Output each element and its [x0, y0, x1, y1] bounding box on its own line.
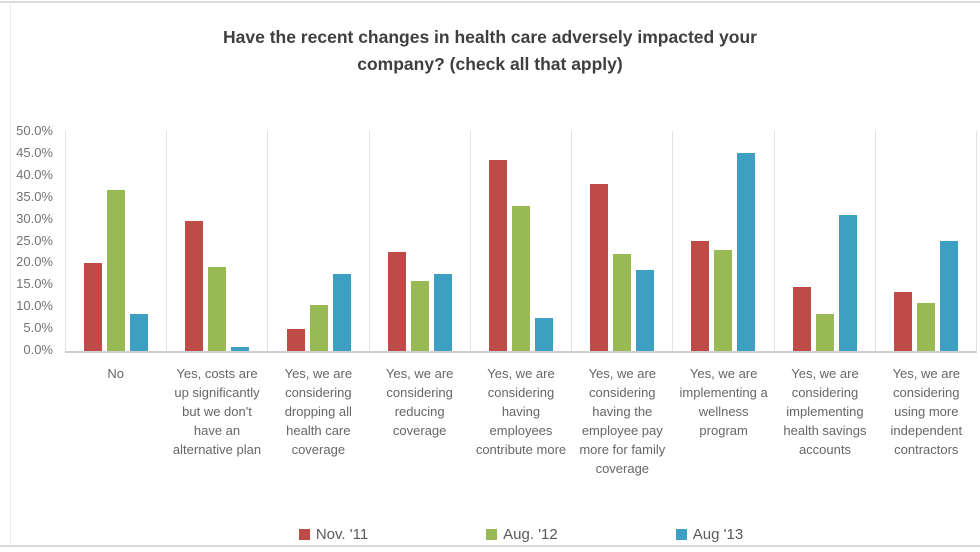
bar-aug-13	[737, 153, 756, 351]
chart-title: Have the recent changes in health care a…	[0, 24, 980, 78]
bar-aug-12	[309, 304, 328, 351]
bar-aug-12	[613, 254, 632, 351]
x-tick-label: Yes, we are considering dropping all hea…	[284, 366, 353, 457]
bar-nov-11	[590, 183, 609, 351]
bar-aug-13	[939, 241, 958, 351]
legend-item: Aug. '12	[486, 526, 558, 543]
x-tick-label: Yes, costs are up significantly but we d…	[172, 366, 262, 457]
plot-area	[65, 131, 977, 353]
legend-label: Aug. '12	[503, 526, 558, 543]
x-tick-label: Yes, we are considering having employees…	[475, 366, 567, 457]
bar-aug-12	[208, 267, 227, 351]
bar-nov-11	[387, 252, 406, 351]
y-tick-label: 30.0%	[16, 210, 53, 226]
bottom-border-line	[0, 545, 980, 547]
category-cell	[166, 131, 267, 351]
bar-aug-13	[130, 313, 149, 351]
bar-aug-13	[231, 346, 250, 351]
bar-nov-11	[691, 241, 710, 351]
y-tick-label: 50.0%	[16, 123, 53, 138]
bar-nov-11	[488, 159, 507, 351]
x-axis-labels: No Yes, costs are up significantly but we…	[65, 364, 977, 478]
bar-nov-11	[185, 221, 204, 351]
legend-label: Nov. '11	[315, 526, 369, 543]
x-tick-label: Yes, we are considering reducing coverag…	[385, 366, 454, 438]
bar-aug-12	[511, 205, 530, 351]
legend-label: Aug '13	[692, 526, 744, 543]
bar-aug-13	[332, 274, 351, 351]
bar-aug-12	[916, 302, 935, 351]
bar-aug-12	[107, 190, 126, 351]
x-tick-label: Yes, we are implementing a wellness prog…	[679, 366, 768, 438]
legend-swatch-icon	[298, 529, 310, 540]
x-tick-label: Yes, we are considering using more indep…	[890, 366, 963, 457]
legend-item: Nov. '11	[298, 526, 369, 543]
chart-title-text: Have the recent changes in health care a…	[223, 27, 757, 74]
y-tick-label: 20.0%	[16, 254, 53, 270]
bar-aug-13	[838, 214, 857, 351]
category-cell	[874, 131, 977, 351]
category-cell	[672, 131, 773, 351]
x-tick-label: No	[107, 366, 124, 381]
category-cell	[65, 131, 166, 351]
y-tick-label: 15.0%	[16, 276, 53, 292]
legend-swatch-icon	[486, 529, 498, 540]
bar-aug-13	[433, 274, 452, 351]
legend-swatch-icon	[675, 529, 687, 540]
y-tick-label: 35.0%	[16, 188, 53, 204]
category-cell	[368, 131, 470, 351]
bar-nov-11	[286, 329, 305, 351]
bar-nov-11	[893, 291, 912, 351]
bar-nov-11	[84, 263, 103, 351]
left-border-line	[10, 3, 11, 545]
legend: Nov. '11 Aug. '12 Aug '13	[65, 526, 977, 543]
bar-aug-13	[636, 269, 655, 351]
bar-aug-12	[714, 249, 733, 351]
top-border-line	[0, 1, 980, 3]
bar-nov-11	[792, 287, 811, 351]
x-tick-label: Yes, we are considering implementing hea…	[783, 366, 867, 457]
category-cell	[469, 131, 571, 351]
category-cell	[773, 131, 875, 351]
y-tick-label: 45.0%	[16, 144, 53, 160]
y-tick-label: 40.0%	[16, 166, 53, 182]
category-cell	[571, 131, 672, 351]
y-tick-label: 25.0%	[16, 232, 53, 248]
x-tick-label: Yes, we are considering having the emplo…	[579, 366, 666, 476]
category-cell	[267, 131, 368, 351]
bar-aug-12	[410, 280, 429, 351]
y-tick-label: 5.0%	[23, 320, 53, 336]
bar-aug-13	[534, 318, 553, 351]
y-axis: 50.0% 45.0% 40.0% 35.0% 30.0% 25.0% 20.0% 15.0%…	[0, 0, 57, 552]
y-tick-label: 0.0%	[23, 342, 53, 357]
bar-aug-12	[815, 313, 834, 351]
y-tick-label: 10.0%	[16, 298, 53, 314]
legend-item: Aug '13	[675, 526, 744, 543]
